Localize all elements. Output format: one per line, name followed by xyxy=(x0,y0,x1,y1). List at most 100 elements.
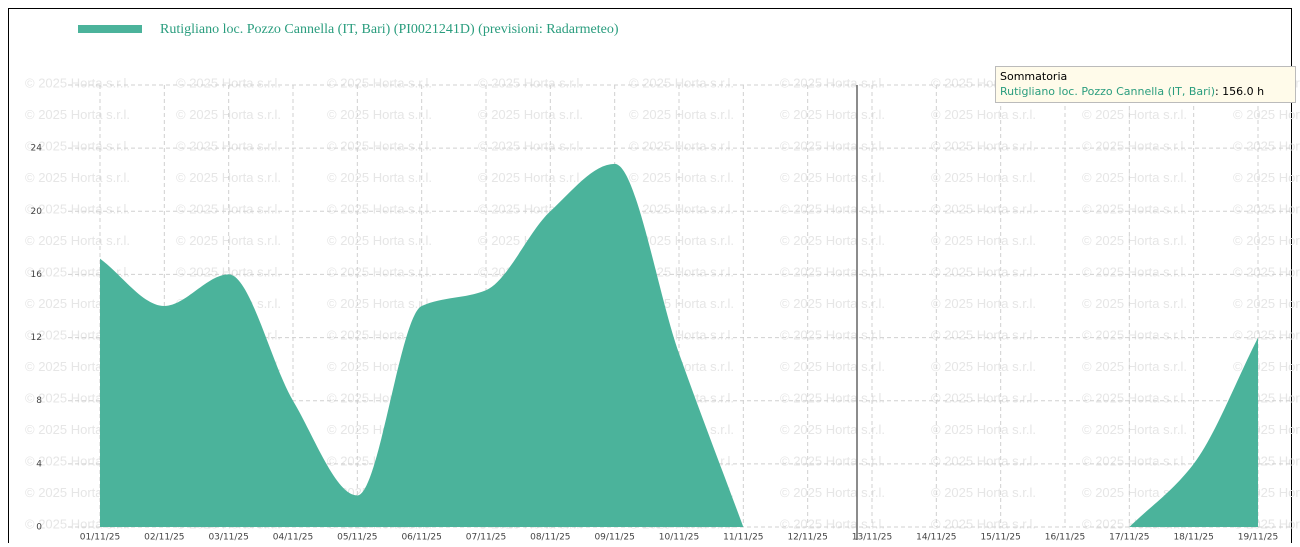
x-tick-label: 15/11/25 xyxy=(980,533,1020,543)
watermark: © 2025 Horta s.r.l. xyxy=(1082,107,1187,122)
watermark: © 2025 Horta s.r.l. xyxy=(1233,138,1300,153)
legend-label: Rutigliano loc. Pozzo Cannella (IT, Bari… xyxy=(160,22,619,37)
watermark: © 2025 Horta s.r.l. xyxy=(1233,296,1300,311)
watermark: © 2025 Horta s.r.l. xyxy=(25,75,130,90)
watermark: © 2025 Horta s.r.l. xyxy=(780,201,885,216)
y-tick-label: 8 xyxy=(36,396,42,406)
tooltip-series: Rutigliano loc. Pozzo Cannella (IT, Bari… xyxy=(1000,85,1215,98)
watermark: © 2025 Horta s.r.l. xyxy=(780,516,885,531)
area xyxy=(1129,337,1258,527)
tooltip-box xyxy=(995,66,1296,103)
watermark: © 2025 Horta s.r.l. xyxy=(629,170,734,185)
watermark: © 2025 Horta s.r.l. xyxy=(780,138,885,153)
watermark: © 2025 Horta s.r.l. xyxy=(780,296,885,311)
watermark: © 2025 Horta s.r.l. xyxy=(780,453,885,468)
x-tick-label: 10/11/25 xyxy=(659,533,699,543)
watermark: © 2025 Horta s.r.l. xyxy=(931,233,1036,248)
x-tick-label: 16/11/25 xyxy=(1045,533,1085,543)
x-tick-label: 04/11/25 xyxy=(273,533,313,543)
watermark: © 2025 Horta s.r.l. xyxy=(629,138,734,153)
x-tick-label: 03/11/25 xyxy=(208,533,248,543)
watermark: © 2025 Horta s.r.l. xyxy=(176,264,281,279)
watermark: © 2025 Horta s.r.l. xyxy=(25,201,130,216)
tooltip-title: Sommatoria xyxy=(1000,70,1067,83)
watermark: © 2025 Horta s.r.l. xyxy=(931,453,1036,468)
watermark: © 2025 Horta s.r.l. xyxy=(1082,359,1187,374)
watermark: © 2025 Horta s.r.l. xyxy=(931,107,1036,122)
watermark: © 2025 Horta s.r.l. xyxy=(1082,138,1187,153)
watermark: © 2025 Horta s.r.l. xyxy=(1233,170,1300,185)
y-tick-label: 12 xyxy=(31,333,42,343)
watermark: © 2025 Horta s.r.l. xyxy=(327,170,432,185)
watermark: © 2025 Horta s.r.l. xyxy=(327,75,432,90)
x-tick-label: 18/11/25 xyxy=(1173,533,1213,543)
watermark: © 2025 Horta s.r.l. xyxy=(629,201,734,216)
x-tick-label: 08/11/25 xyxy=(530,533,570,543)
watermark: © 2025 Horta s.r.l. xyxy=(1082,485,1187,500)
watermark: © 2025 Horta s.r.l. xyxy=(931,485,1036,500)
watermark: © 2025 Horta s.r.l. xyxy=(931,390,1036,405)
watermark: © 2025 Horta s.r.l. xyxy=(780,75,885,90)
watermark: © 2025 Horta s.r.l. xyxy=(478,138,583,153)
watermark: © 2025 Horta s.r.l. xyxy=(25,138,130,153)
watermark: © 2025 Horta s.r.l. xyxy=(327,233,432,248)
tooltip-line: Rutigliano loc. Pozzo Cannella (IT, Bari… xyxy=(1000,85,1264,98)
watermark: © 2025 Horta s.r.l. xyxy=(1082,296,1187,311)
x-tick-label: 06/11/25 xyxy=(401,533,441,543)
watermark: © 2025 Horta s.r.l. xyxy=(327,327,432,342)
x-tick-label: 14/11/25 xyxy=(916,533,956,543)
watermark: © 2025 Horta s.r.l. xyxy=(780,170,885,185)
watermark: © 2025 Horta s.r.l. xyxy=(931,296,1036,311)
watermark: © 2025 Horta s.r.l. xyxy=(327,264,432,279)
x-tick-label: 09/11/25 xyxy=(594,533,634,543)
watermark: © 2025 Horta s.r.l. xyxy=(478,75,583,90)
tooltip-value: : 156.0 h xyxy=(1215,85,1264,98)
x-tick-label: 11/11/25 xyxy=(723,533,763,543)
watermark: © 2025 Horta s.r.l. xyxy=(25,107,130,122)
x-tick-label: 01/11/25 xyxy=(80,533,120,543)
area xyxy=(100,163,744,527)
watermark: © 2025 Horta s.r.l. xyxy=(1082,390,1187,405)
watermark: © 2025 Horta s.r.l. xyxy=(1233,107,1300,122)
watermark: © 2025 Horta s.r.l. xyxy=(931,327,1036,342)
watermark: © 2025 Horta s.r.l. xyxy=(629,233,734,248)
watermark: © 2025 Horta s.r.l. xyxy=(1233,327,1300,342)
watermark: © 2025 Horta s.r.l. xyxy=(1233,233,1300,248)
watermark: © 2025 Horta s.r.l. xyxy=(327,107,432,122)
watermark: © 2025 Horta s.r.l. xyxy=(780,390,885,405)
watermark: © 2025 Horta s.r.l. xyxy=(25,170,130,185)
tooltip: Sommatoria Rutigliano loc. Pozzo Cannell… xyxy=(995,66,1296,103)
watermark: © 2025 Horta s.r.l. xyxy=(1082,201,1187,216)
x-tick-label: 13/11/25 xyxy=(852,533,892,543)
watermark: © 2025 Horta s.r.l. xyxy=(931,201,1036,216)
watermark: © 2025 Horta s.r.l. xyxy=(931,359,1036,374)
watermark: © 2025 Horta s.r.l. xyxy=(780,264,885,279)
y-tick-label: 4 xyxy=(36,459,42,469)
watermark: © 2025 Horta s.r.l. xyxy=(478,107,583,122)
watermark: © 2025 Horta s.r.l. xyxy=(931,170,1036,185)
watermark: © 2025 Horta s.r.l. xyxy=(176,201,281,216)
watermark: © 2025 Horta s.r.l. xyxy=(1082,422,1187,437)
watermark: © 2025 Horta s.r.l. xyxy=(931,138,1036,153)
watermark: © 2025 Horta s.r.l. xyxy=(176,138,281,153)
watermark: © 2025 Horta s.r.l. xyxy=(1233,264,1300,279)
x-tick-label: 05/11/25 xyxy=(337,533,377,543)
x-tick-label: 07/11/25 xyxy=(466,533,506,543)
plot xyxy=(100,163,1258,527)
watermark: © 2025 Horta s.r.l. xyxy=(931,516,1036,531)
x-tick-label: 12/11/25 xyxy=(787,533,827,543)
watermark: © 2025 Horta s.r.l. xyxy=(176,75,281,90)
watermark: © 2025 Horta s.r.l. xyxy=(327,201,432,216)
watermark: © 2025 Horta s.r.l. xyxy=(629,107,734,122)
watermark: © 2025 Horta s.r.l. xyxy=(1233,201,1300,216)
watermark: © 2025 Horta s.r.l. xyxy=(780,485,885,500)
watermark: © 2025 Horta s.r.l. xyxy=(931,422,1036,437)
watermark: © 2025 Horta s.r.l. xyxy=(1082,170,1187,185)
watermark: © 2025 Horta s.r.l. xyxy=(780,327,885,342)
x-tick-label: 19/11/25 xyxy=(1238,533,1278,543)
y-tick-label: 0 xyxy=(36,523,42,533)
watermark: © 2025 Horta s.r.l. xyxy=(327,296,432,311)
watermark: © 2025 Horta s.r.l. xyxy=(1082,453,1187,468)
watermark: © 2025 Horta s.r.l. xyxy=(780,422,885,437)
